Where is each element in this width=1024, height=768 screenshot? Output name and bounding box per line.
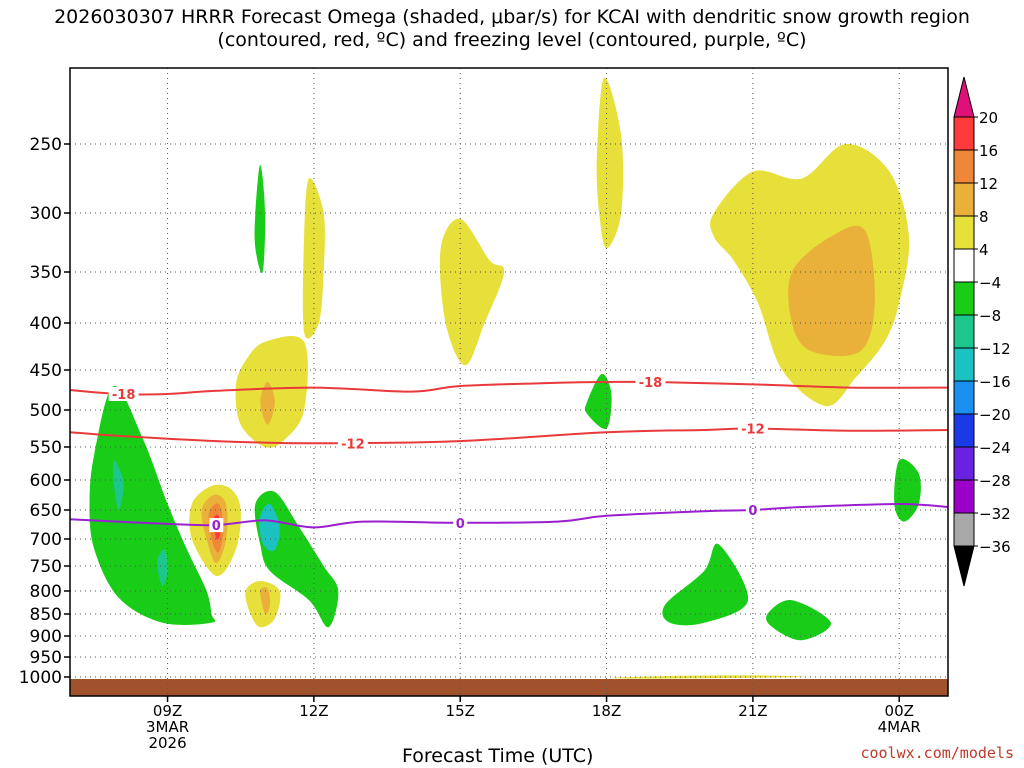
x-axis-label: Forecast Time (UTC) — [402, 745, 594, 767]
x-tick-label: 15Z — [446, 702, 475, 720]
y-tick-label: 700 — [30, 530, 62, 550]
contour-label: -18 — [639, 376, 663, 391]
omega-region-6 — [584, 373, 612, 430]
y-tick-label: 550 — [30, 438, 62, 458]
colorbar-swatch — [953, 281, 975, 316]
y-tick-label: 750 — [30, 557, 62, 577]
colorbar-label: 20 — [979, 109, 998, 127]
contour-line-0 — [69, 380, 949, 396]
contour-label-bg — [635, 375, 666, 389]
chart-title: 2026030307 HRRR Forecast Omega (shaded, … — [54, 6, 970, 51]
colorbar-swatch — [953, 347, 975, 382]
y-tick-label: 900 — [30, 627, 62, 647]
x-tick-label: 00Z — [885, 702, 914, 720]
colorbar-label: −4 — [979, 274, 1001, 292]
y-tick-label: 250 — [30, 135, 62, 155]
contour-label-bg — [108, 387, 139, 401]
omega-region-8 — [766, 600, 831, 641]
x-tick-label: 18Z — [592, 702, 621, 720]
contour-label: -12 — [741, 423, 765, 438]
contour-layer: -18 -12 0 0 -18 -12 0 — [69, 375, 949, 534]
y-tick-label: 850 — [30, 605, 62, 625]
omega-region-19 — [439, 218, 505, 366]
colorbar-bottom-arrow — [953, 545, 975, 587]
colorbar-swatch — [953, 149, 975, 184]
colorbar-label: 4 — [979, 241, 989, 259]
credit-text: coolwx.com/models — [860, 744, 1014, 762]
omega-region-5 — [259, 503, 280, 552]
omega-region-22 — [788, 225, 875, 357]
omega-region-9 — [894, 458, 921, 522]
y-tick-label: 300 — [30, 204, 62, 224]
omega-region-1 — [112, 460, 124, 511]
colorbar-swatch — [953, 116, 975, 151]
contour-label-bg — [337, 436, 368, 451]
y-tick-label: 500 — [30, 401, 62, 421]
x-tick-label: 4MAR — [878, 718, 921, 736]
colorbar-swatch — [953, 380, 975, 415]
colorbar-label: −28 — [979, 472, 1011, 490]
omega-region-20 — [596, 77, 624, 249]
contour-label-bg — [737, 421, 768, 436]
colorbar-swatch — [953, 512, 975, 547]
x-tick-label: 12Z — [299, 702, 328, 720]
contour-label: 0 — [456, 517, 465, 532]
omega-region-3 — [254, 164, 266, 274]
colorbar-label: −36 — [979, 538, 1011, 556]
y-tick-label: 800 — [30, 582, 62, 602]
contour-label-bg — [745, 503, 760, 517]
colorbar-label: −32 — [979, 505, 1011, 523]
omega-region-17 — [260, 587, 271, 615]
colorbar-swatch — [953, 479, 975, 514]
omega-region-23 — [610, 675, 806, 679]
y-tick-label: 350 — [30, 263, 62, 283]
axes-layer: 2503003504004505005506006507007508008509… — [19, 67, 949, 752]
omega-region-0 — [89, 385, 216, 626]
colorbar-label: −24 — [979, 439, 1011, 457]
y-tick-label: 950 — [30, 648, 62, 668]
x-tick-label: 21Z — [738, 702, 767, 720]
omega-region-7 — [662, 543, 749, 626]
contour-label: -12 — [341, 437, 365, 452]
contour-label: 0 — [748, 504, 757, 519]
y-tick-label: 1000 — [19, 668, 62, 688]
colorbar-swatch — [953, 446, 975, 481]
colorbar-label: 16 — [979, 142, 998, 160]
contour-label: 0 — [212, 519, 221, 534]
x-tick-label: 09Z — [153, 702, 182, 720]
colorbar-swatch — [953, 413, 975, 448]
y-tick-label: 400 — [30, 314, 62, 334]
contour-label-bg — [453, 515, 468, 530]
y-tick-label: 450 — [30, 361, 62, 381]
colorbar-swatch — [953, 248, 975, 283]
colorbar-swatch — [953, 182, 975, 217]
colorbar-label: −20 — [979, 406, 1011, 424]
y-tick-label: 600 — [30, 471, 62, 491]
plot-frame — [69, 67, 949, 697]
y-tick-label: 650 — [30, 501, 62, 521]
terrain-band — [70, 679, 948, 696]
colorbar-swatch — [953, 215, 975, 250]
colorbar: 20 16 12 8 4 −4 −8 −12 −16 −20 −24 −28 −32 −36 — [953, 76, 1011, 587]
omega-shading-layer — [89, 77, 921, 679]
contour-line-1 — [69, 427, 949, 445]
omega-region-2 — [157, 549, 168, 586]
colorbar-label: −8 — [979, 307, 1001, 325]
colorbar-label: −12 — [979, 340, 1011, 358]
colorbar-swatch — [953, 314, 975, 349]
x-tick-label: 3MAR — [146, 718, 189, 736]
x-tick-label: 2026 — [148, 734, 186, 752]
contour-label-bg — [209, 518, 224, 533]
colorbar-label: −16 — [979, 373, 1011, 391]
colorbar-top-arrow — [953, 76, 975, 118]
colorbar-label: 12 — [979, 175, 998, 193]
omega-region-11 — [260, 382, 275, 425]
contour-label: -18 — [112, 388, 136, 403]
colorbar-label: 8 — [979, 208, 989, 226]
terrain-layer — [70, 679, 948, 696]
